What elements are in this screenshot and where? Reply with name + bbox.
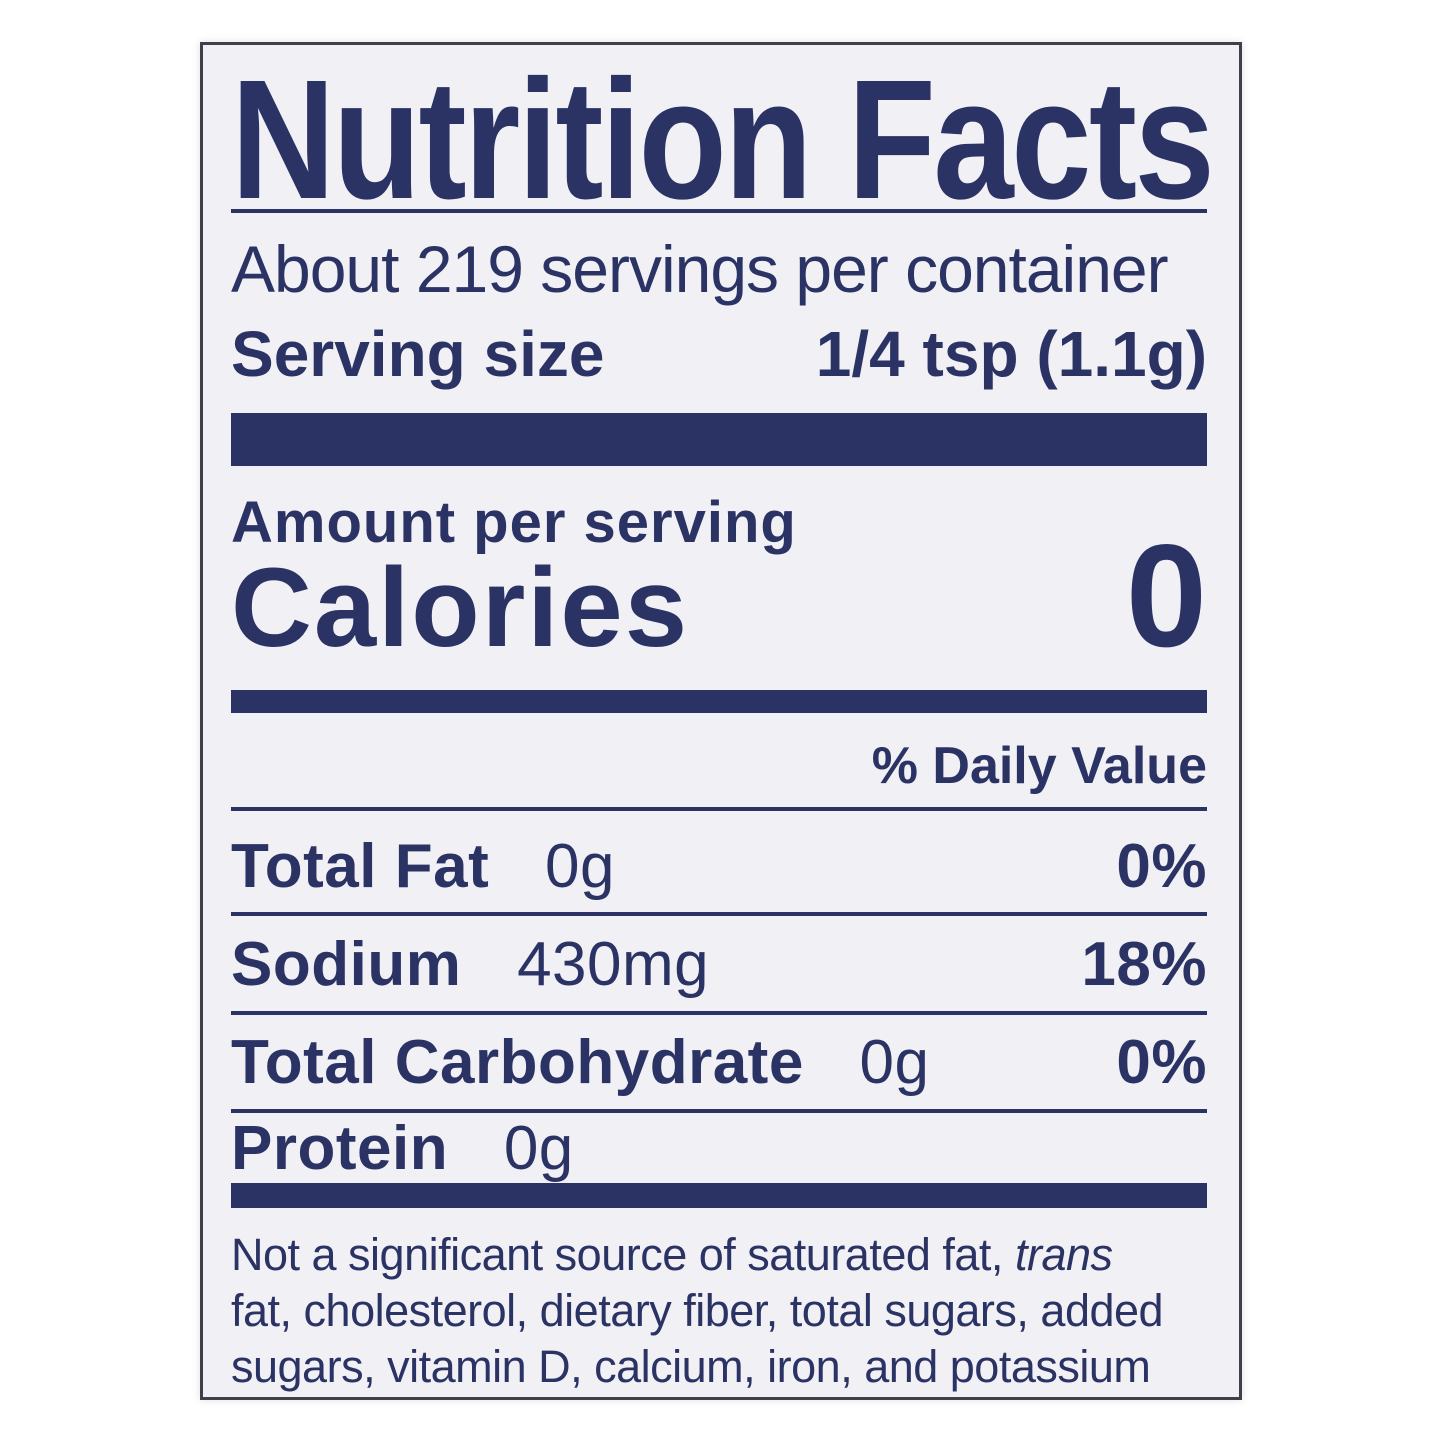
footnote-line-3: sugars, vitamin D, calcium, iron, and po… [231, 1341, 1151, 1392]
nutrient-name-and-amount: Sodium 430mg [231, 933, 709, 997]
nutrient-daily-value: 18% [1081, 930, 1207, 999]
daily-value-header: % Daily Value [871, 737, 1207, 795]
label-title: Nutrition Facts [231, 45, 1215, 235]
thick-divider-bar-top [231, 413, 1207, 466]
divider-above-total-fat [231, 807, 1207, 811]
nutrient-amount: 0g [544, 832, 615, 901]
nutrient-name-and-amount: Protein 0g [231, 1117, 574, 1181]
nutrient-name-and-amount: Total Fat 0g [231, 835, 615, 899]
amount-per-serving-label: Amount per serving [231, 490, 797, 555]
medium-divider-bar [231, 690, 1207, 713]
nutrient-amount: 0g [503, 1114, 574, 1183]
divider-above-protein [231, 1109, 1207, 1113]
divider-under-title [231, 209, 1207, 213]
thick-divider-bar-bottom [231, 1183, 1207, 1208]
calories-label: Calories [231, 545, 689, 670]
nutrition-facts-label: Nutrition Facts About 219 servings per c… [200, 42, 1242, 1400]
nutrient-row-sodium: Sodium 430mg 18% [231, 933, 1207, 997]
divider-above-carbohydrate [231, 1011, 1207, 1015]
footnote-line-1-italic: trans [1014, 1229, 1113, 1280]
serving-size-row: Serving size 1/4 tsp (1.1g) [231, 315, 1207, 393]
nutrient-row-protein: Protein 0g [231, 1117, 1207, 1181]
divider-above-sodium [231, 912, 1207, 916]
nutrient-daily-value: 0% [1116, 832, 1207, 901]
nutrient-amount: 430mg [517, 930, 710, 999]
nutrient-row-carbohydrate: Total Carbohydrate 0g 0% [231, 1031, 1207, 1095]
calories-value: 0 [1125, 514, 1207, 677]
footnote-line-2: fat, cholesterol, dietary fiber, total s… [231, 1285, 1164, 1336]
servings-per-container: About 219 servings per container [231, 232, 1169, 306]
serving-size-value: 1/4 tsp (1.1g) [815, 318, 1207, 390]
nutrient-daily-value: 0% [1116, 1028, 1207, 1097]
nutrient-name: Total Fat [231, 832, 490, 901]
footnote: Not a significant source of saturated fa… [231, 1227, 1207, 1395]
footnote-line-1-text: Not a significant source of saturated fa… [231, 1229, 1003, 1280]
nutrient-name-and-amount: Total Carbohydrate 0g [231, 1031, 930, 1095]
serving-size-label: Serving size [231, 318, 605, 390]
footnote-line-1: Not a significant source of saturated fa… [231, 1227, 1207, 1283]
nutrient-name: Total Carbohydrate [231, 1028, 804, 1097]
nutrient-name: Sodium [231, 930, 462, 999]
nutrient-name: Protein [231, 1114, 449, 1183]
nutrient-row-total-fat: Total Fat 0g 0% [231, 835, 1207, 899]
calories-row: Calories 0 [231, 523, 1207, 669]
nutrient-amount: 0g [859, 1028, 930, 1097]
